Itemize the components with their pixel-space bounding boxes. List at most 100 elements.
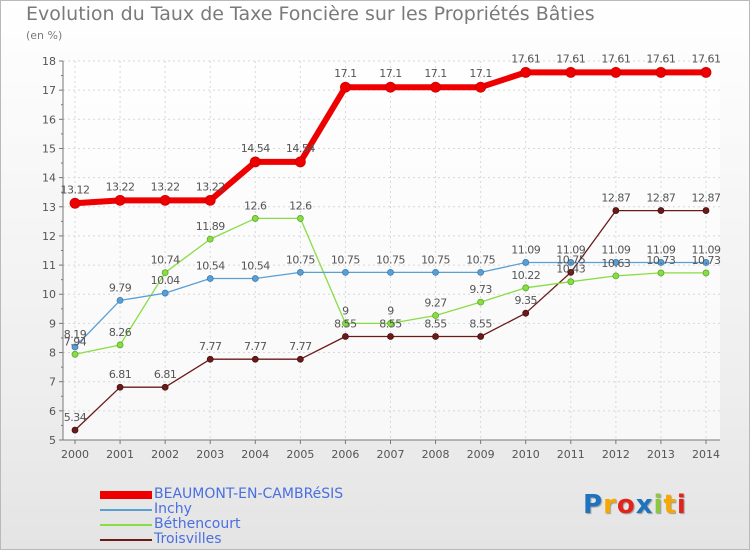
point-beaumont-2007 [385, 81, 396, 93]
data-label-inchy-2006: 10.75 [331, 253, 360, 266]
y-tick-label-16: 16 [42, 113, 56, 126]
data-label-beaumont-2014: 17.61 [692, 52, 721, 65]
x-tick-label-2009: 2009 [467, 448, 495, 461]
logo-letter: r [603, 490, 617, 520]
y-tick-label-10: 10 [42, 288, 56, 301]
point-beaumont-2012 [610, 66, 622, 78]
point-beaumont-2002 [159, 194, 171, 206]
point-inchy-2008 [432, 268, 439, 276]
x-tick-label-2007: 2007 [377, 448, 405, 461]
data-label-troisvilles-2009: 8.55 [469, 318, 492, 331]
point-bethencourt-2003 [206, 235, 214, 243]
x-tick-label-2003: 2003 [196, 448, 224, 461]
data-label-inchy-2008: 10.75 [421, 253, 450, 266]
data-label-troisvilles-2007: 8.55 [379, 318, 402, 331]
data-label-troisvilles-2012: 12.87 [601, 192, 630, 205]
data-label-bethencourt-2011: 10.43 [556, 263, 585, 276]
point-bethencourt-2011 [567, 278, 575, 286]
point-inchy-2011 [567, 259, 575, 266]
y-tick-label-12: 12 [42, 230, 56, 243]
data-label-inchy-2012: 11.09 [601, 243, 630, 256]
point-bethencourt-2010 [522, 284, 530, 292]
y-tick-label-7: 7 [49, 376, 56, 389]
point-bethencourt-2007 [387, 319, 394, 327]
legend-label-beaumont: BEAUMONT-EN-CAMBRéSIS [154, 486, 344, 502]
point-bethencourt-2013 [657, 269, 665, 277]
data-label-inchy-2001: 9.79 [109, 281, 132, 294]
point-troisvilles-2006 [342, 333, 349, 340]
point-inchy-2007 [387, 268, 394, 276]
point-troisvilles-2012 [612, 207, 620, 214]
point-troisvilles-2007 [387, 333, 394, 340]
point-beaumont-2005 [294, 156, 306, 168]
data-label-bethencourt-2000: 7.94 [64, 335, 87, 348]
point-troisvilles-2004 [251, 355, 259, 363]
point-beaumont-2004 [249, 156, 261, 168]
data-label-inchy-2004: 10.54 [241, 259, 270, 272]
logo-letter: i [653, 490, 664, 520]
data-label-beaumont-2013: 17.61 [646, 52, 675, 65]
legend-label-inchy: Inchy [154, 501, 192, 517]
plot-area [63, 61, 720, 440]
point-bethencourt-2006 [342, 319, 349, 327]
y-tick-label-17: 17 [42, 84, 56, 97]
y-tick-label-15: 15 [42, 142, 56, 155]
point-beaumont-2000 [69, 197, 81, 209]
data-label-troisvilles-2008: 8.55 [424, 318, 447, 331]
point-bethencourt-2009 [477, 298, 485, 306]
data-label-inchy-2009: 10.75 [466, 253, 495, 266]
y-tick-label-5: 5 [49, 434, 56, 447]
x-tick-label-2014: 2014 [692, 448, 720, 461]
point-troisvilles-2011 [567, 268, 575, 276]
point-bethencourt-2005 [296, 215, 304, 222]
point-troisvilles-2000 [71, 426, 79, 434]
logo-letter: o [616, 490, 636, 520]
point-beaumont-2006 [340, 81, 351, 93]
logo-letter: P [583, 490, 604, 520]
point-bethencourt-2008 [432, 312, 439, 319]
point-beaumont-2011 [565, 66, 577, 78]
data-label-troisvilles-2001: 6.81 [109, 368, 132, 381]
point-inchy-2002 [161, 289, 169, 297]
data-label-inchy-2013: 11.09 [646, 243, 675, 256]
point-troisvilles-2005 [296, 355, 304, 363]
x-tick-label-2000: 2000 [61, 448, 89, 461]
point-bethencourt-2012 [612, 272, 620, 280]
data-label-troisvilles-2010: 9.35 [514, 294, 537, 307]
data-label-troisvilles-2003: 7.77 [199, 340, 222, 353]
legend-label-bethencourt: Béthencourt [154, 516, 241, 532]
data-label-inchy-2002: 10.04 [151, 274, 180, 287]
point-bethencourt-2004 [251, 215, 259, 222]
x-tick-label-2011: 2011 [557, 448, 585, 461]
legend-swatch-bethencourt [100, 524, 152, 526]
data-label-inchy-2003: 10.54 [196, 259, 225, 272]
point-troisvilles-2014 [702, 207, 710, 214]
proxiti-logo: Proxiti [583, 490, 687, 520]
data-label-troisvilles-2000: 5.34 [64, 411, 87, 424]
point-beaumont-2013 [655, 66, 667, 78]
point-troisvilles-2010 [522, 309, 530, 317]
data-label-bethencourt-2002: 10.74 [151, 254, 180, 267]
x-tick-label-2006: 2006 [331, 448, 359, 461]
data-label-bethencourt-2003: 11.89 [196, 220, 225, 233]
data-label-inchy-2014: 11.09 [692, 243, 721, 256]
data-label-bethencourt-2012: 10.63 [601, 257, 630, 270]
data-label-inchy-2000: 8.19 [64, 328, 87, 341]
point-troisvilles-2002 [161, 383, 169, 391]
point-inchy-2013 [657, 259, 665, 266]
x-tick-label-2001: 2001 [106, 448, 134, 461]
point-inchy-2006 [342, 268, 349, 276]
legend-label-troisvilles: Troisvilles [154, 531, 222, 547]
data-label-bethencourt-2010: 10.22 [511, 269, 540, 282]
data-label-troisvilles-2011: 10.75 [556, 253, 585, 266]
data-label-bethencourt-2004: 12.6 [244, 199, 267, 212]
logo-letter: t [663, 490, 677, 520]
legend-swatch-troisvilles [100, 539, 152, 541]
point-beaumont-2009 [475, 81, 487, 93]
data-label-troisvilles-2006: 8.55 [334, 318, 357, 331]
data-label-inchy-2005: 10.75 [286, 253, 315, 266]
point-inchy-2003 [206, 275, 214, 282]
data-label-bethencourt-2009: 9.73 [469, 283, 492, 296]
data-label-beaumont-2012: 17.61 [601, 52, 630, 65]
point-beaumont-2001 [114, 194, 126, 206]
